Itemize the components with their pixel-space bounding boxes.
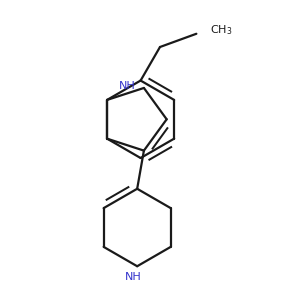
Text: CH$_3$: CH$_3$ — [210, 23, 233, 37]
Text: NH: NH — [118, 81, 135, 91]
Text: NH: NH — [125, 272, 142, 282]
